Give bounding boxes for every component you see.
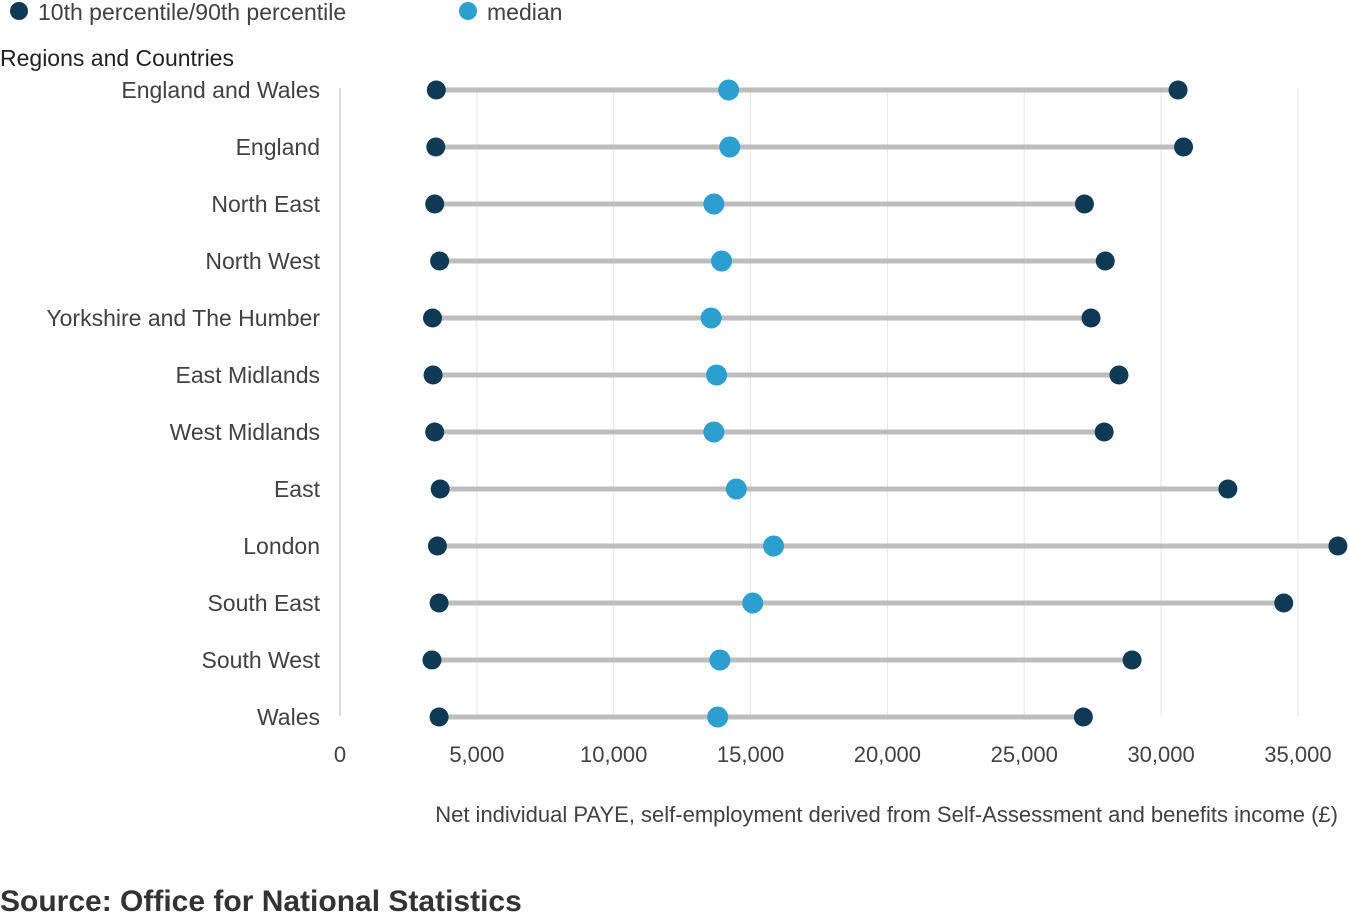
legend-label-percentile: 10th percentile/90th percentile	[38, 0, 346, 25]
x-tick-label: 0	[334, 742, 346, 767]
source-note: Source: Office for National Statistics	[0, 885, 522, 914]
category-label: West Midlands	[170, 419, 320, 445]
median-point	[700, 307, 722, 329]
category-row: Yorkshire and The Humber	[46, 305, 1101, 331]
median-point	[742, 592, 764, 614]
x-tick-label: 10,000	[580, 742, 647, 767]
median-point	[706, 364, 728, 386]
plot-rows: England and Wales England North East North …	[46, 77, 1348, 730]
p90-point	[1122, 650, 1142, 670]
category-label: East Midlands	[176, 362, 320, 388]
p90-point	[1074, 194, 1094, 214]
category-row: Wales	[257, 704, 1093, 730]
category-row: South East	[207, 590, 1294, 616]
category-row: London	[243, 533, 1348, 559]
p10-point	[429, 593, 449, 613]
category-row: West Midlands	[170, 419, 1114, 445]
y-axis-title: Regions and Countries	[0, 45, 234, 71]
x-tick-label: 25,000	[991, 742, 1058, 767]
p90-point	[1073, 707, 1093, 727]
legend-marker-percentile	[10, 2, 28, 20]
category-label: Wales	[257, 704, 320, 730]
median-point	[763, 535, 785, 557]
p10-point	[425, 422, 445, 442]
legend-marker-median	[459, 2, 477, 20]
category-row: East Midlands	[176, 362, 1129, 388]
x-axis: 0 5,000 10,000 15,000 20,000 25,000 30,000 35,0…	[334, 742, 1332, 767]
p10-point	[423, 365, 443, 385]
p90-point	[1274, 593, 1294, 613]
category-label: England	[236, 134, 320, 160]
median-point	[709, 649, 731, 671]
category-label: London	[243, 533, 320, 559]
p90-point	[1109, 365, 1129, 385]
p90-point	[1174, 137, 1194, 157]
p10-point	[430, 479, 450, 499]
category-row: England	[236, 134, 1194, 160]
category-row: North West	[205, 248, 1115, 274]
category-label: North West	[205, 248, 320, 274]
p90-point	[1081, 308, 1101, 328]
gridlines	[339, 88, 1299, 716]
category-row: England and Wales	[121, 77, 1188, 103]
x-tick-label: 35,000	[1264, 742, 1331, 767]
median-point	[711, 250, 733, 272]
p90-point	[1094, 422, 1114, 442]
category-label: South East	[207, 590, 320, 616]
legend-label-median: median	[487, 0, 562, 25]
median-point	[707, 706, 729, 728]
x-tick-label: 15,000	[717, 742, 784, 767]
legend: 10th percentile/90th percentile median	[10, 0, 562, 25]
median-point	[725, 478, 747, 500]
x-tick-label: 30,000	[1127, 742, 1194, 767]
p90-point	[1328, 536, 1348, 556]
category-row: South West	[202, 647, 1142, 673]
p10-point	[426, 137, 446, 157]
p10-point	[430, 251, 450, 271]
x-tick-label: 5,000	[449, 742, 504, 767]
category-label: Yorkshire and The Humber	[46, 305, 320, 331]
median-point	[718, 79, 740, 101]
p10-point	[427, 536, 447, 556]
category-label: South West	[202, 647, 321, 673]
p90-point	[1168, 80, 1188, 100]
p10-point	[425, 194, 445, 214]
category-row: East	[274, 476, 1238, 502]
p10-point	[423, 308, 443, 328]
x-tick-label: 20,000	[854, 742, 921, 767]
p10-point	[422, 650, 442, 670]
median-point	[719, 136, 741, 158]
category-label: North East	[211, 191, 320, 217]
p90-point	[1095, 251, 1115, 271]
x-axis-title: Net individual PAYE, self-employment der…	[435, 802, 1338, 827]
p10-point	[429, 707, 449, 727]
p90-point	[1218, 479, 1238, 499]
category-label: England and Wales	[121, 77, 320, 103]
category-label: East	[274, 476, 321, 502]
p10-point	[426, 80, 446, 100]
median-point	[703, 193, 725, 215]
category-row: North East	[211, 191, 1094, 217]
median-point	[703, 421, 725, 443]
